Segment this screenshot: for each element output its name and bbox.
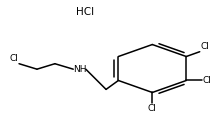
- Text: Cl: Cl: [202, 76, 211, 85]
- Text: Cl: Cl: [200, 42, 209, 51]
- Text: NH: NH: [73, 65, 86, 74]
- Text: Cl: Cl: [148, 104, 157, 113]
- Text: HCl: HCl: [76, 7, 94, 17]
- Text: Cl: Cl: [9, 54, 18, 63]
